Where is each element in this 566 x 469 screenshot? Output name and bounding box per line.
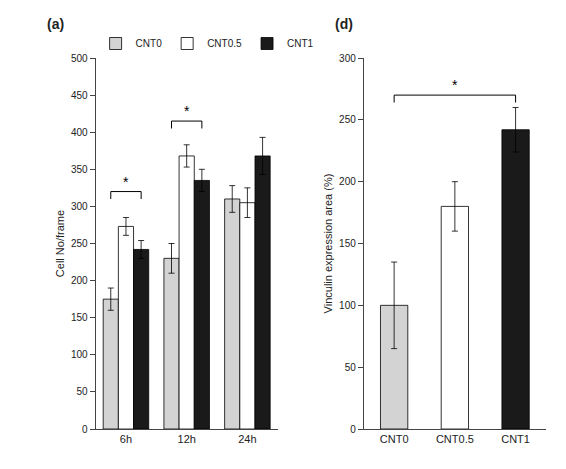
svg-text:CNT1: CNT1 xyxy=(501,433,530,445)
svg-text:200: 200 xyxy=(339,176,356,187)
svg-text:Cell No/frame: Cell No/frame xyxy=(54,210,66,277)
svg-text:CNT1: CNT1 xyxy=(287,38,314,49)
svg-text:*: * xyxy=(184,103,190,119)
svg-text:CNT0: CNT0 xyxy=(136,38,163,49)
svg-text:24h: 24h xyxy=(238,433,256,445)
svg-text:100: 100 xyxy=(71,349,88,360)
svg-text:CNT0.5: CNT0.5 xyxy=(436,433,474,445)
svg-text:(d): (d) xyxy=(335,16,353,32)
svg-text:350: 350 xyxy=(71,164,88,175)
svg-text:12h: 12h xyxy=(178,433,196,445)
svg-text:400: 400 xyxy=(71,127,88,138)
svg-text:CNT0: CNT0 xyxy=(380,433,409,445)
svg-text:300: 300 xyxy=(71,201,88,212)
svg-text:200: 200 xyxy=(71,275,88,286)
svg-text:0: 0 xyxy=(82,424,88,435)
svg-text:Vinculin expression area (%): Vinculin expression area (%) xyxy=(322,174,334,314)
svg-text:*: * xyxy=(123,174,129,190)
svg-text:50: 50 xyxy=(76,386,88,397)
svg-text:6h: 6h xyxy=(120,433,132,445)
svg-text:150: 150 xyxy=(339,238,356,249)
svg-text:450: 450 xyxy=(71,90,88,101)
svg-text:CNT0.5: CNT0.5 xyxy=(207,38,242,49)
svg-text:150: 150 xyxy=(71,312,88,323)
svg-text:250: 250 xyxy=(71,238,88,249)
svg-text:*: * xyxy=(452,77,458,93)
svg-text:500: 500 xyxy=(71,53,88,64)
svg-text:250: 250 xyxy=(339,114,356,125)
svg-text:300: 300 xyxy=(339,53,356,64)
svg-text:100: 100 xyxy=(339,300,356,311)
svg-text:50: 50 xyxy=(345,362,357,373)
svg-text:0: 0 xyxy=(350,424,356,435)
svg-text:(a): (a) xyxy=(47,16,64,32)
